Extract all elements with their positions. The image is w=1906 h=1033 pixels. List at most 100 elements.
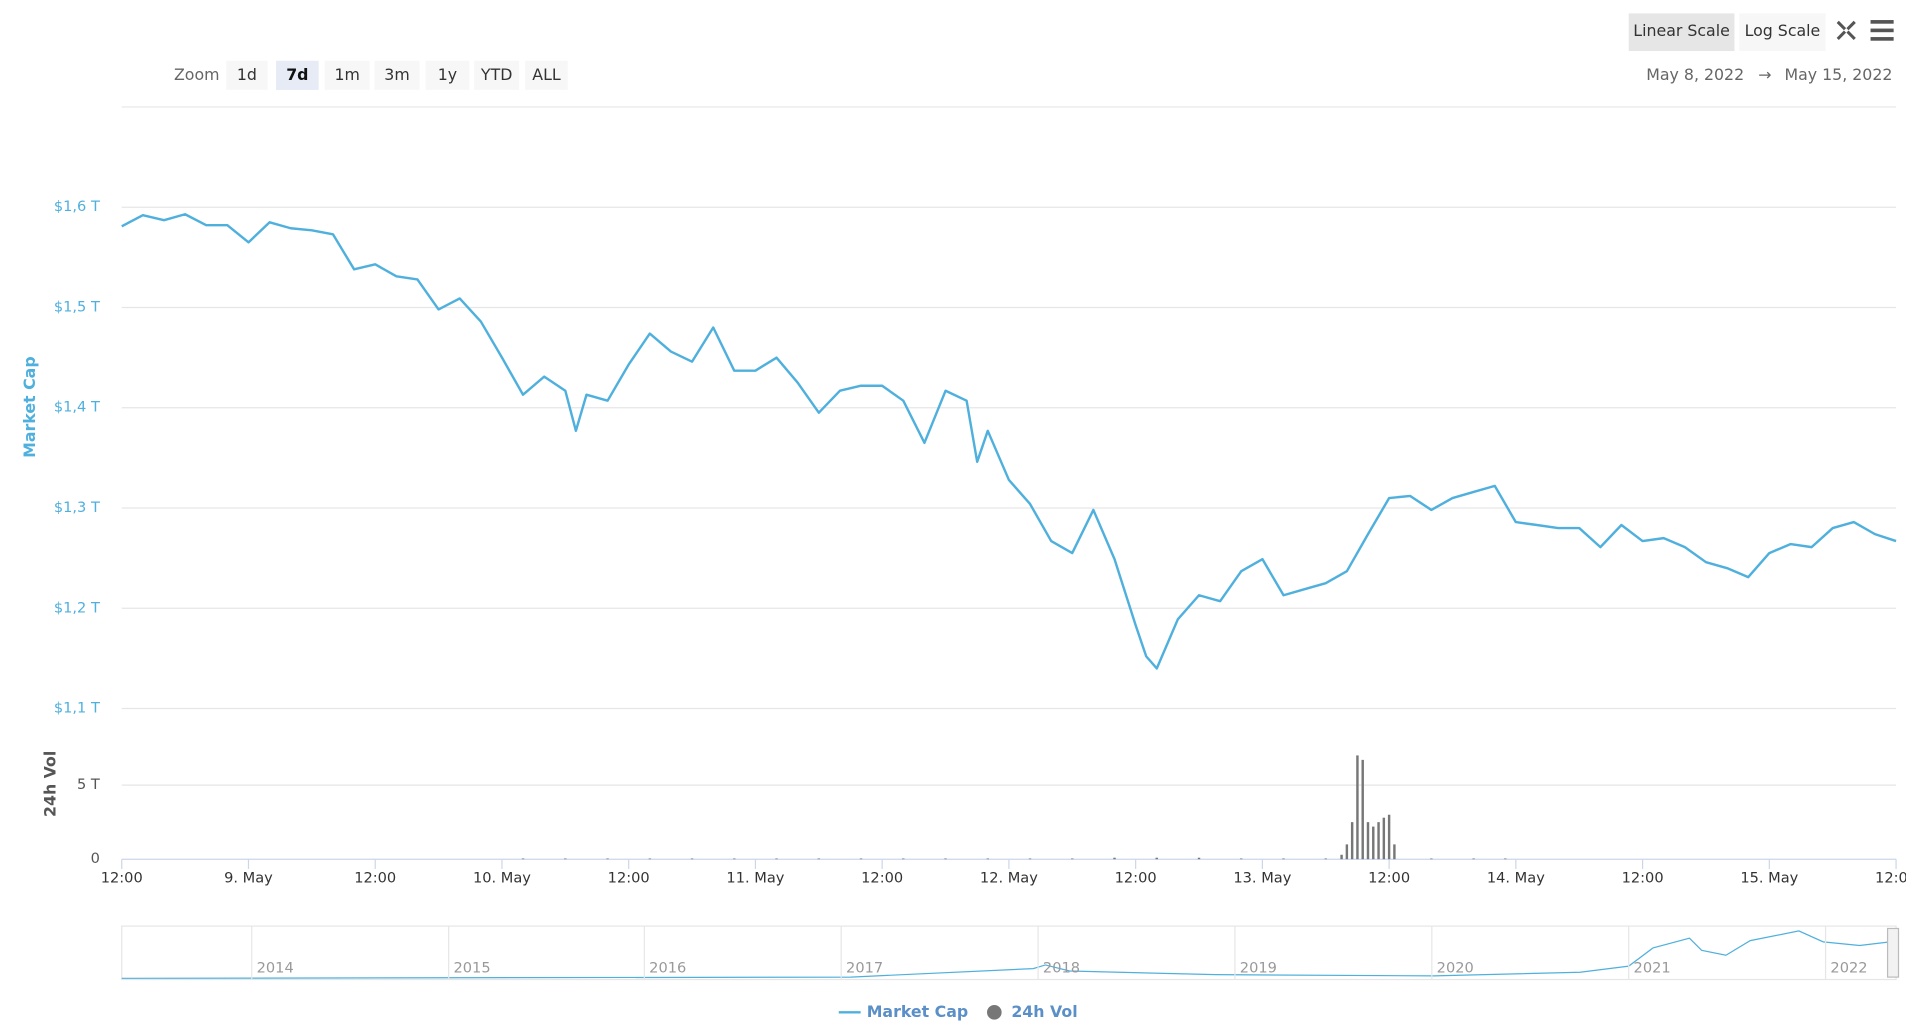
- zoom-button-label: 1d: [237, 65, 257, 84]
- menu-icon-bar: [1870, 20, 1894, 24]
- y-tick-label: $1,2 T: [54, 599, 100, 616]
- zoom-label: Zoom: [174, 65, 220, 84]
- toolbar: Zoom 1d 7d 1m 3m 1y YTD ALL Linear Scale Log Scal…: [174, 13, 1894, 90]
- bar: [1377, 822, 1380, 860]
- zoom-button-label: 1m: [334, 65, 359, 84]
- bar: [1350, 822, 1354, 860]
- date-to: May 15, 2022: [1785, 65, 1893, 84]
- zoom-button-label: 7d: [286, 65, 308, 84]
- x-tick-label: 12:00: [1368, 870, 1410, 887]
- y-tick-label: 0: [91, 850, 100, 867]
- bar: [1071, 858, 1074, 860]
- navigator-line: [121, 930, 1891, 979]
- zoom-button[interactable]: ALL: [525, 60, 568, 90]
- bar: [1324, 858, 1327, 860]
- bar: [1361, 759, 1364, 860]
- bar: [606, 858, 609, 860]
- x-tick-label: 11. May: [726, 870, 784, 887]
- navigator-label: 2016: [649, 960, 686, 977]
- scale-button[interactable]: Log Scale: [1739, 13, 1826, 52]
- date-arrow: →: [1758, 65, 1771, 84]
- navigator-frame: [121, 925, 1897, 981]
- y-axis-title: Market Cap: [20, 356, 39, 457]
- y-tick-label: $1,6 T: [54, 198, 100, 215]
- x-tick-label: 12:00: [101, 870, 143, 887]
- zoom-button-bg: [525, 60, 568, 90]
- bar: [521, 858, 525, 860]
- zoom-button[interactable]: 3m: [374, 60, 420, 90]
- bar: [1366, 822, 1370, 860]
- zoom-button[interactable]: 1y: [425, 60, 470, 90]
- x-tick-label: 12. May: [980, 870, 1038, 887]
- y-tick-label: $1,5 T: [54, 298, 100, 315]
- navigator-label: 2021: [1634, 960, 1671, 977]
- zoom-button-bg: [276, 60, 319, 90]
- bar: [1197, 857, 1201, 860]
- zoom-button[interactable]: 1d: [226, 60, 268, 90]
- scale-button-label: Linear Scale: [1633, 21, 1730, 40]
- bar: [648, 858, 652, 860]
- legend: Market Cap 24h Vol: [838, 1002, 1078, 1021]
- zoom-button-label: 1y: [438, 65, 457, 84]
- legend-label: 24h Vol: [1011, 1002, 1077, 1021]
- bar: [564, 858, 567, 860]
- bar: [1155, 857, 1158, 860]
- zoom-button-bg: [474, 60, 520, 90]
- x-tick-label: 12:00: [1875, 870, 1906, 887]
- zoom-button[interactable]: 1m: [324, 60, 370, 90]
- legend-label: Market Cap: [867, 1002, 968, 1021]
- zoom-button-label: ALL: [532, 65, 561, 84]
- bar: [775, 858, 778, 860]
- x-tick-label: 15. May: [1740, 870, 1798, 887]
- zoom-button[interactable]: 7d: [276, 60, 319, 90]
- x-tick-label: 14. May: [1487, 870, 1545, 887]
- fullscreen-icon: [1836, 20, 1856, 40]
- x-tick-label: 9. May: [224, 870, 273, 887]
- bar: [1340, 854, 1343, 860]
- date-from: May 8, 2022: [1646, 65, 1744, 84]
- zoom-button[interactable]: YTD: [474, 60, 520, 90]
- bar: [902, 858, 905, 860]
- x-tick-label: 12:00: [1622, 870, 1664, 887]
- menu-icon-bar: [1870, 28, 1894, 33]
- bar: [817, 858, 821, 860]
- y-tick-label: $1,1 T: [54, 700, 100, 717]
- bar: [1240, 858, 1243, 860]
- navigator-label: 2019: [1240, 960, 1277, 977]
- fullscreen-button[interactable]: [1836, 20, 1856, 40]
- scale-button-bg: [1628, 13, 1735, 52]
- legend-item[interactable]: Market Cap: [838, 1002, 968, 1021]
- bar: [1372, 826, 1375, 860]
- navigator-handle[interactable]: [1886, 927, 1900, 978]
- scale-button-bg: [1739, 13, 1826, 52]
- menu-button[interactable]: [1870, 20, 1894, 41]
- x-tick-label: 12:00: [1115, 870, 1157, 887]
- zoom-button-label: 3m: [384, 65, 409, 84]
- scale-button-label: Log Scale: [1745, 21, 1821, 40]
- bar: [1472, 858, 1475, 860]
- navigator: [121, 925, 1900, 981]
- x-tick-label: 12:00: [608, 870, 650, 887]
- menu-icon-bar: [1870, 37, 1894, 41]
- scale-button[interactable]: Linear Scale: [1628, 13, 1735, 52]
- line: [121, 213, 1897, 670]
- x-tick-label: 12:00: [861, 870, 903, 887]
- bar: [944, 858, 947, 860]
- bar: [1345, 844, 1349, 860]
- bar: [1028, 858, 1032, 860]
- bar: [1356, 755, 1359, 860]
- navigator-label: 2015: [454, 960, 491, 977]
- zoom-button-bg: [425, 60, 470, 90]
- bar: [1387, 814, 1391, 860]
- x-tick-label: 13. May: [1233, 870, 1291, 887]
- bar: [1282, 858, 1285, 860]
- legend-item[interactable]: 24h Vol: [987, 1002, 1078, 1021]
- bar: [1382, 817, 1386, 860]
- navigator-label: 2020: [1437, 960, 1474, 977]
- bar: [986, 858, 989, 860]
- navigator-label: 2022: [1830, 960, 1867, 977]
- legend-swatch: [987, 1005, 1002, 1020]
- zoom-button-bg: [324, 60, 370, 90]
- zoom-button-label: YTD: [480, 65, 512, 84]
